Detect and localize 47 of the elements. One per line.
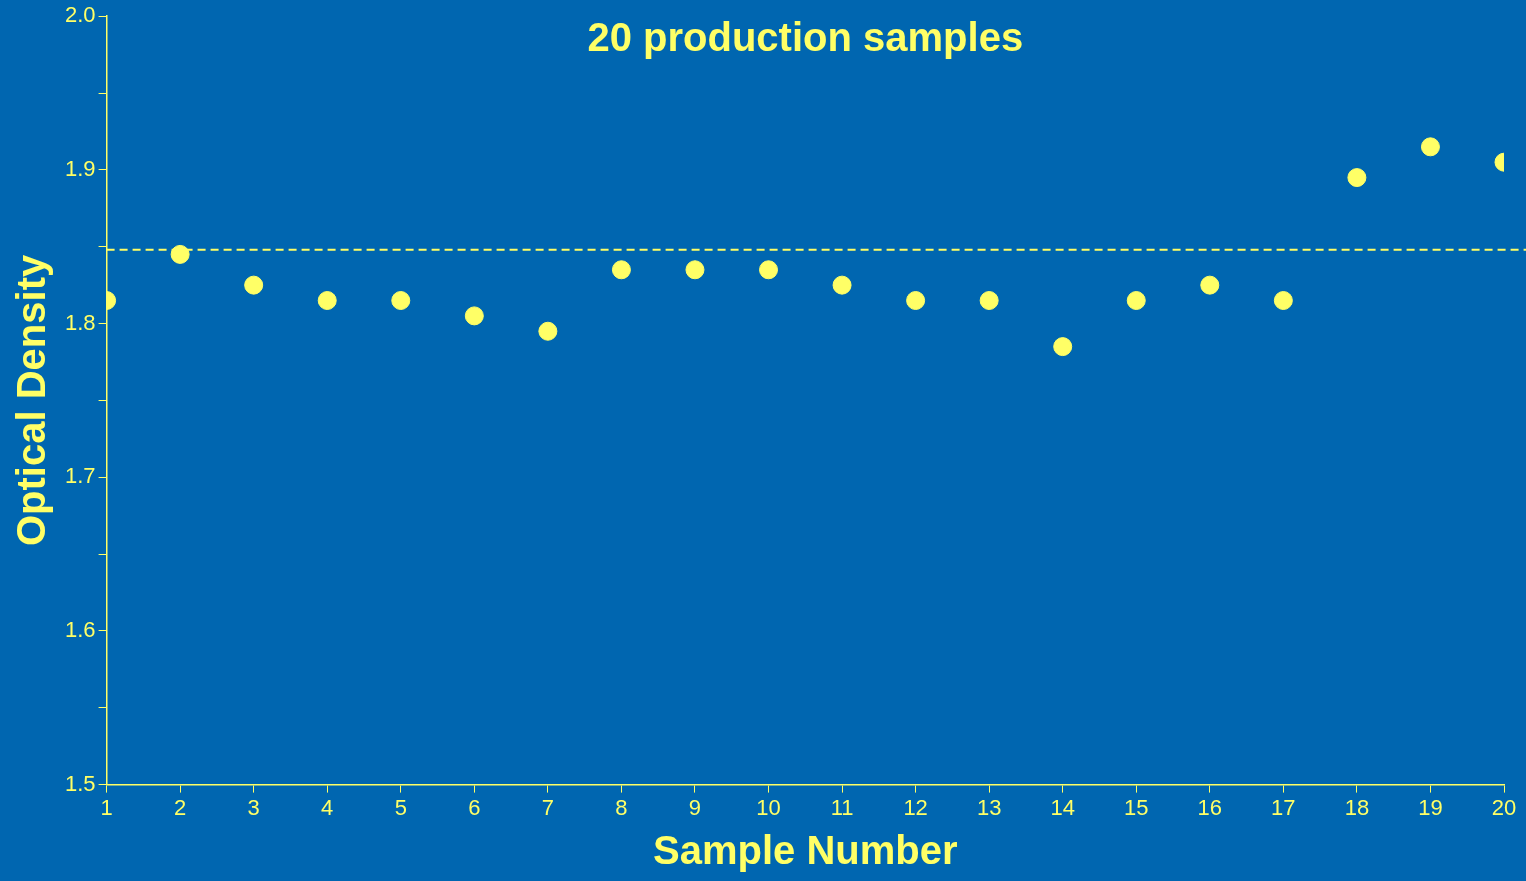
point [244, 275, 264, 295]
x-tick-label: 1 [100, 794, 113, 820]
x-tick-label: 19 [1418, 794, 1443, 820]
x-tick-label: 10 [756, 794, 781, 820]
point [759, 260, 779, 280]
point [538, 321, 558, 341]
point [170, 244, 190, 264]
y-axis-title: Optical Density [9, 254, 54, 546]
x-tick-label: 3 [247, 794, 260, 820]
x-tick-label: 13 [976, 794, 1002, 820]
y-tick-label: 1.9 [64, 155, 96, 181]
point [979, 291, 999, 311]
point [1347, 168, 1367, 188]
x-tick-label: 11 [830, 794, 854, 820]
point [1126, 291, 1146, 311]
x-tick-label: 17 [1271, 794, 1296, 820]
x-tick-label: 4 [321, 794, 334, 820]
x-tick-label: 15 [1124, 794, 1149, 820]
x-tick-label: 20 [1491, 794, 1517, 820]
point [464, 306, 484, 326]
text: 1.5 [64, 770, 96, 796]
y-tick-label: 1.6 [64, 616, 96, 642]
point [1053, 337, 1073, 357]
point [1200, 275, 1220, 295]
point [832, 275, 852, 295]
x-tick-label: 12 [903, 794, 928, 820]
y-tick-label: 1.8 [64, 309, 96, 335]
point [391, 291, 411, 311]
x-tick-label: 8 [615, 794, 628, 820]
chart-title: 20 production samples [587, 15, 1024, 60]
text: 2.0 [64, 2, 96, 28]
point [1273, 291, 1293, 311]
x-tick-label: 14 [1050, 794, 1075, 820]
x-tick-label: 2 [174, 794, 187, 820]
x-tick-label: 16 [1197, 794, 1223, 820]
x-axis-title: Sample Number [653, 828, 958, 873]
point [611, 260, 631, 280]
x-tick-label: 7 [541, 794, 554, 820]
point [317, 291, 337, 311]
point [906, 291, 926, 311]
x-tick-label: 18 [1344, 794, 1370, 820]
point [1420, 137, 1440, 157]
x-tick-label: 6 [468, 794, 481, 820]
y-tick-label: 1.7 [64, 463, 96, 489]
point [685, 260, 705, 280]
x-tick-label: 9 [688, 794, 702, 820]
x-tick-label: 5 [394, 794, 407, 820]
